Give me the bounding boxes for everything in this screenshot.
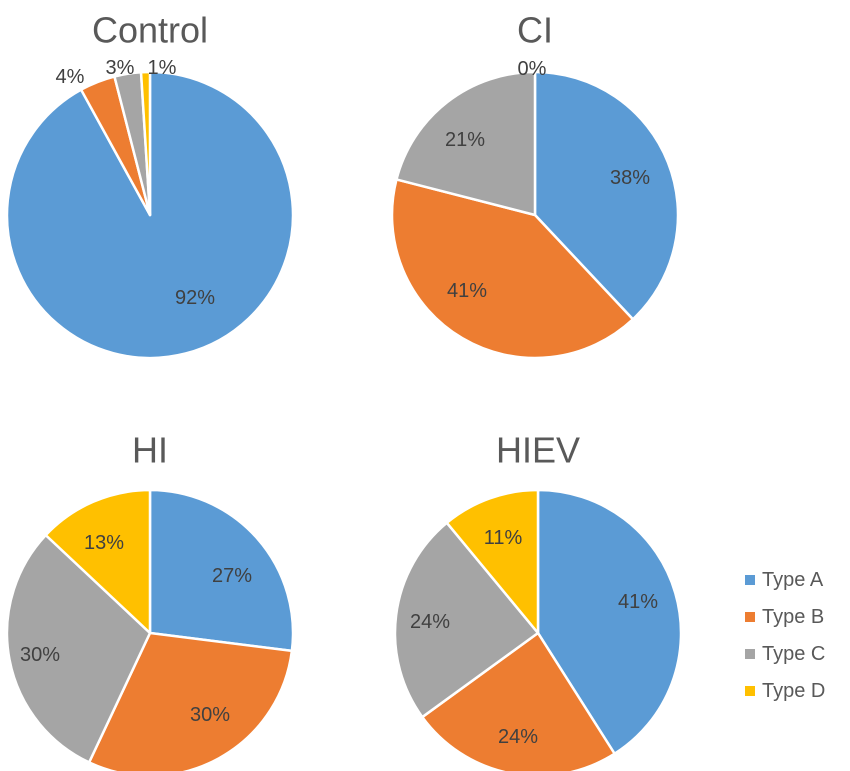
legend-swatch-type-d <box>745 686 755 696</box>
legend-swatch-type-a <box>745 575 755 585</box>
pie-hiev: HIEV 41% 24% 24% 11% <box>393 430 683 771</box>
slice-label-ci-type-c: 21% <box>445 129 485 151</box>
slice-label-hi-type-a: 27% <box>212 565 252 587</box>
pie-control: Control 92% 4% 3% 1% <box>5 10 295 360</box>
slice-label-hiev-type-d: 11% <box>484 527 523 549</box>
slice-label-ci-type-a: 38% <box>610 167 650 189</box>
pie-slice-hi-type-d <box>44 488 152 635</box>
pie-slice-control-type-d <box>139 70 152 217</box>
slice-label-control-type-a: 92% <box>175 287 215 309</box>
legend-label-type-c: Type C <box>762 643 825 665</box>
legend-swatch-type-c <box>745 649 755 659</box>
chart-title-control: Control <box>92 10 208 51</box>
slice-label-control-type-d: 1% <box>148 57 177 79</box>
chart-title-hi: HI <box>132 430 168 471</box>
slice-label-hi-type-b: 30% <box>190 704 230 726</box>
slice-label-hiev-type-a: 41% <box>618 591 658 613</box>
pie-slice-hi-type-a <box>148 488 295 653</box>
pie-slice-ci-type-a <box>533 70 680 321</box>
pie-slice-hiev-type-d <box>445 488 540 635</box>
legend-label-type-a: Type A <box>762 569 824 591</box>
chart-title-hiev: HIEV <box>496 430 580 471</box>
pie-slice-hi-type-b <box>87 631 294 771</box>
pie-slice-ci-type-c <box>395 70 537 217</box>
slice-label-control-type-c: 3% <box>106 57 135 79</box>
slice-label-control-type-b: 4% <box>56 66 85 88</box>
pie-slice-hi-type-c <box>5 533 152 764</box>
legend-swatch-type-b <box>745 612 755 622</box>
chart-title-ci: CI <box>517 10 553 51</box>
pie-slice-hiev-type-c <box>393 521 540 719</box>
slice-label-hi-type-d: 13% <box>84 532 124 554</box>
slice-label-hi-type-c: 30% <box>20 644 60 666</box>
pie-slice-hiev-type-b <box>421 631 616 771</box>
legend-label-type-b: Type B <box>762 606 824 628</box>
slice-label-hiev-type-b: 24% <box>498 726 538 748</box>
slice-label-hiev-type-c: 24% <box>410 611 450 633</box>
pie-hi: HI 27% 30% 30% 13% <box>5 430 295 771</box>
pie-slice-ci-type-b <box>390 178 635 360</box>
pie-ci: CI 38% 41% 21% 0% <box>390 10 680 360</box>
legend: Type A Type B Type C Type D <box>745 569 825 702</box>
slice-label-ci-type-b: 41% <box>447 280 487 302</box>
legend-label-type-d: Type D <box>762 680 825 702</box>
slice-label-ci-type-d: 0% <box>518 58 547 80</box>
